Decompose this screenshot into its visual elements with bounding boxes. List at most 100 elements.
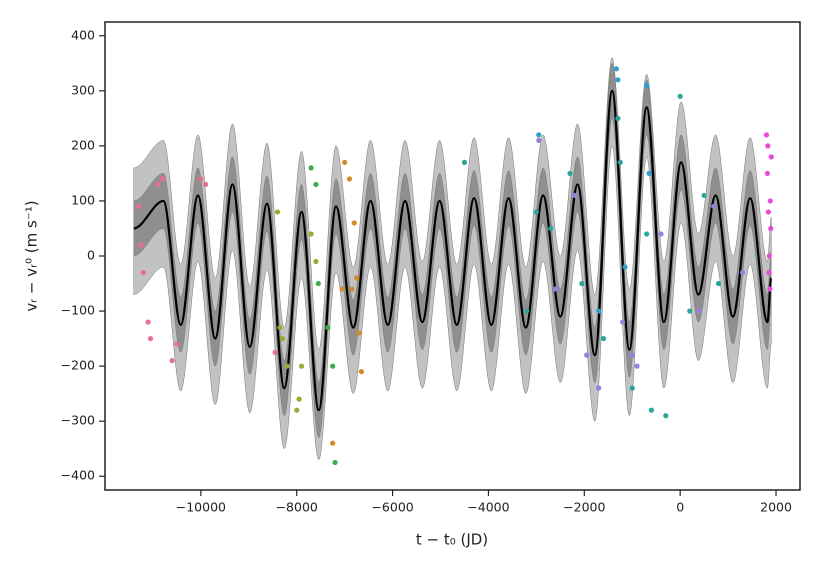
data-point xyxy=(351,220,357,226)
y-tick-label: −300 xyxy=(61,413,95,428)
data-point xyxy=(658,231,664,237)
data-point xyxy=(622,264,628,270)
data-point xyxy=(579,280,585,287)
y-tick-label: 300 xyxy=(71,82,95,97)
data-point xyxy=(715,280,722,287)
x-tick-label: −10000 xyxy=(176,500,226,515)
data-point xyxy=(147,335,154,342)
data-point xyxy=(277,324,283,331)
model-line xyxy=(133,89,773,412)
data-point xyxy=(279,335,285,342)
data-point xyxy=(766,269,772,276)
data-point xyxy=(356,330,362,336)
data-point xyxy=(644,82,650,88)
data-point xyxy=(533,209,539,215)
data-point xyxy=(346,176,353,182)
data-point xyxy=(767,286,773,292)
data-point xyxy=(198,176,204,182)
data-point xyxy=(548,225,554,232)
x-tick-label: −6000 xyxy=(371,500,413,515)
y-tick-label: 200 xyxy=(71,137,95,152)
data-point xyxy=(687,308,693,314)
data-point xyxy=(584,352,590,358)
data-point xyxy=(552,286,559,292)
data-point xyxy=(596,385,602,391)
data-point xyxy=(613,66,620,72)
data-point xyxy=(308,231,314,237)
data-point xyxy=(648,407,655,413)
data-point xyxy=(274,209,281,215)
x-axis-label: t − t₀ (JD) xyxy=(416,531,488,549)
x-tick-label: −4000 xyxy=(467,500,509,515)
data-point xyxy=(315,280,321,287)
data-point xyxy=(354,275,360,281)
data-point xyxy=(284,363,290,369)
data-point xyxy=(536,137,542,143)
data-point xyxy=(677,93,683,99)
data-point xyxy=(138,242,144,248)
data-point xyxy=(159,176,166,182)
data-point xyxy=(617,159,623,165)
data-point xyxy=(696,308,702,314)
data-point xyxy=(701,192,707,199)
data-point xyxy=(145,319,151,325)
data-point xyxy=(294,407,300,413)
data-point xyxy=(615,77,621,83)
data-point xyxy=(298,363,305,369)
y-tick-label: 0 xyxy=(87,248,95,263)
data-point xyxy=(634,363,640,369)
data-point xyxy=(629,352,635,358)
y-tick-label: −200 xyxy=(61,358,95,373)
data-point xyxy=(644,231,650,237)
x-tick-label: −2000 xyxy=(563,500,605,515)
data-point xyxy=(358,369,365,375)
data-point xyxy=(313,258,319,265)
data-point xyxy=(765,143,771,149)
data-point xyxy=(663,413,669,419)
data-point xyxy=(629,385,635,391)
data-point xyxy=(313,181,319,188)
data-point xyxy=(342,159,348,165)
x-tick-label: 0 xyxy=(676,500,684,515)
data-point xyxy=(349,286,355,292)
data-point xyxy=(766,253,772,259)
data-point xyxy=(272,349,278,355)
data-point xyxy=(308,165,314,171)
confidence-band xyxy=(133,57,772,460)
data-point xyxy=(169,358,175,364)
data-point xyxy=(135,203,142,210)
data-point xyxy=(296,396,302,402)
data-point xyxy=(536,132,542,138)
data-point xyxy=(763,132,770,138)
data-point xyxy=(600,335,607,342)
data-point xyxy=(330,440,336,446)
data-point xyxy=(461,159,468,165)
data-point xyxy=(140,269,146,276)
data-point xyxy=(203,181,209,188)
data-point xyxy=(174,341,180,347)
data-point xyxy=(567,170,573,177)
data-point xyxy=(764,170,771,177)
data-point xyxy=(325,324,331,331)
data-point xyxy=(332,459,338,466)
data-point xyxy=(524,308,530,314)
data-point xyxy=(596,308,602,314)
data-point xyxy=(768,225,774,232)
data-point xyxy=(155,181,161,188)
data-point xyxy=(620,319,626,325)
data-point xyxy=(768,154,774,160)
y-tick-label: 100 xyxy=(71,192,95,207)
data-point xyxy=(767,198,773,204)
y-axis-label: vᵣ − vᵣ⁰ (m s⁻¹) xyxy=(23,200,41,311)
data-point xyxy=(339,286,345,292)
data-point xyxy=(711,203,717,210)
y-tick-label: 400 xyxy=(71,27,95,42)
y-tick-label: −100 xyxy=(61,303,95,318)
data-point xyxy=(765,209,771,215)
x-tick-label: −8000 xyxy=(276,500,318,515)
data-point xyxy=(330,363,336,369)
x-tick-label: 2000 xyxy=(760,500,792,515)
data-point xyxy=(739,269,746,276)
